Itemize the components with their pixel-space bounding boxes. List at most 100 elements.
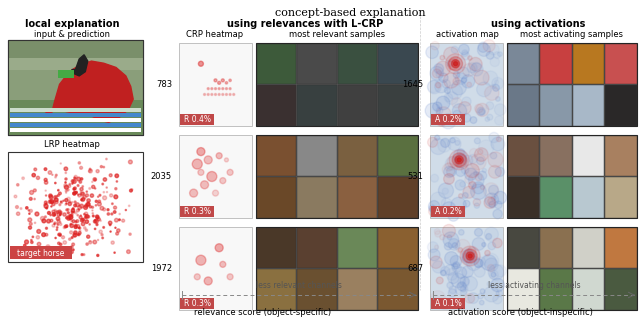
Circle shape (78, 162, 81, 164)
Circle shape (81, 218, 84, 222)
Circle shape (222, 94, 224, 96)
Circle shape (444, 87, 451, 93)
Circle shape (103, 178, 107, 181)
Circle shape (486, 233, 492, 239)
Bar (430, 227, 503, 310)
Circle shape (17, 212, 20, 215)
Circle shape (463, 276, 477, 291)
Circle shape (79, 230, 81, 232)
Circle shape (36, 176, 40, 180)
Text: A 0.2%: A 0.2% (435, 207, 461, 216)
Circle shape (67, 218, 70, 220)
Circle shape (32, 173, 35, 177)
Circle shape (61, 236, 65, 239)
Circle shape (448, 273, 459, 284)
Circle shape (129, 189, 132, 192)
Circle shape (449, 150, 469, 170)
Circle shape (462, 114, 471, 122)
Circle shape (468, 154, 477, 163)
Circle shape (495, 80, 499, 84)
Circle shape (490, 152, 497, 159)
Circle shape (457, 158, 461, 162)
Circle shape (64, 167, 68, 171)
Circle shape (77, 209, 79, 212)
Circle shape (491, 137, 505, 151)
Circle shape (52, 224, 55, 227)
Circle shape (491, 278, 504, 292)
Circle shape (463, 252, 476, 265)
Circle shape (450, 255, 461, 267)
Circle shape (444, 166, 455, 178)
Circle shape (81, 199, 82, 201)
Circle shape (72, 202, 73, 203)
Circle shape (63, 241, 67, 244)
Circle shape (442, 80, 451, 88)
Circle shape (457, 149, 465, 156)
Text: 687: 687 (407, 264, 423, 273)
Circle shape (495, 201, 502, 208)
Circle shape (447, 137, 461, 150)
Bar (179, 43, 252, 126)
Circle shape (73, 234, 76, 237)
Circle shape (90, 194, 93, 197)
Circle shape (428, 137, 438, 147)
Circle shape (50, 214, 51, 216)
Circle shape (470, 184, 486, 200)
Circle shape (444, 73, 459, 88)
Circle shape (115, 227, 116, 228)
Circle shape (58, 242, 60, 245)
Bar (8, 40, 143, 58)
Circle shape (24, 240, 29, 244)
Circle shape (466, 252, 474, 260)
Bar (573, 177, 604, 217)
Circle shape (60, 214, 61, 215)
Circle shape (109, 194, 113, 197)
Circle shape (66, 203, 67, 204)
Circle shape (60, 234, 61, 236)
Circle shape (79, 204, 83, 208)
Circle shape (453, 262, 460, 269)
Circle shape (429, 207, 437, 216)
Circle shape (447, 235, 452, 240)
Circle shape (79, 227, 80, 228)
Bar (297, 227, 337, 268)
Circle shape (66, 209, 68, 211)
Bar (257, 43, 296, 84)
Circle shape (57, 196, 58, 197)
Circle shape (97, 239, 99, 240)
Circle shape (35, 212, 39, 216)
Circle shape (436, 277, 443, 284)
Circle shape (447, 282, 453, 289)
Bar (8, 40, 143, 70)
Circle shape (129, 205, 130, 207)
Circle shape (460, 246, 480, 266)
Circle shape (452, 60, 460, 68)
Circle shape (92, 185, 95, 189)
Circle shape (109, 174, 112, 177)
Bar (180, 206, 214, 217)
Bar (605, 85, 637, 125)
Circle shape (445, 265, 455, 275)
Circle shape (103, 226, 104, 228)
Circle shape (456, 167, 465, 177)
Circle shape (99, 194, 101, 196)
Circle shape (80, 188, 83, 191)
Circle shape (88, 170, 91, 172)
Circle shape (60, 201, 63, 204)
Circle shape (77, 233, 80, 236)
Circle shape (495, 97, 500, 101)
Circle shape (106, 158, 107, 160)
Circle shape (65, 225, 68, 227)
Bar (337, 269, 377, 309)
Circle shape (470, 117, 477, 124)
Circle shape (69, 215, 73, 219)
Circle shape (451, 273, 465, 288)
Circle shape (216, 153, 222, 159)
Circle shape (49, 195, 53, 199)
Circle shape (96, 215, 99, 219)
Circle shape (229, 94, 231, 96)
Bar (297, 135, 337, 176)
Circle shape (129, 160, 132, 164)
Text: less relevant channels: less relevant channels (256, 281, 342, 290)
Circle shape (462, 155, 473, 166)
